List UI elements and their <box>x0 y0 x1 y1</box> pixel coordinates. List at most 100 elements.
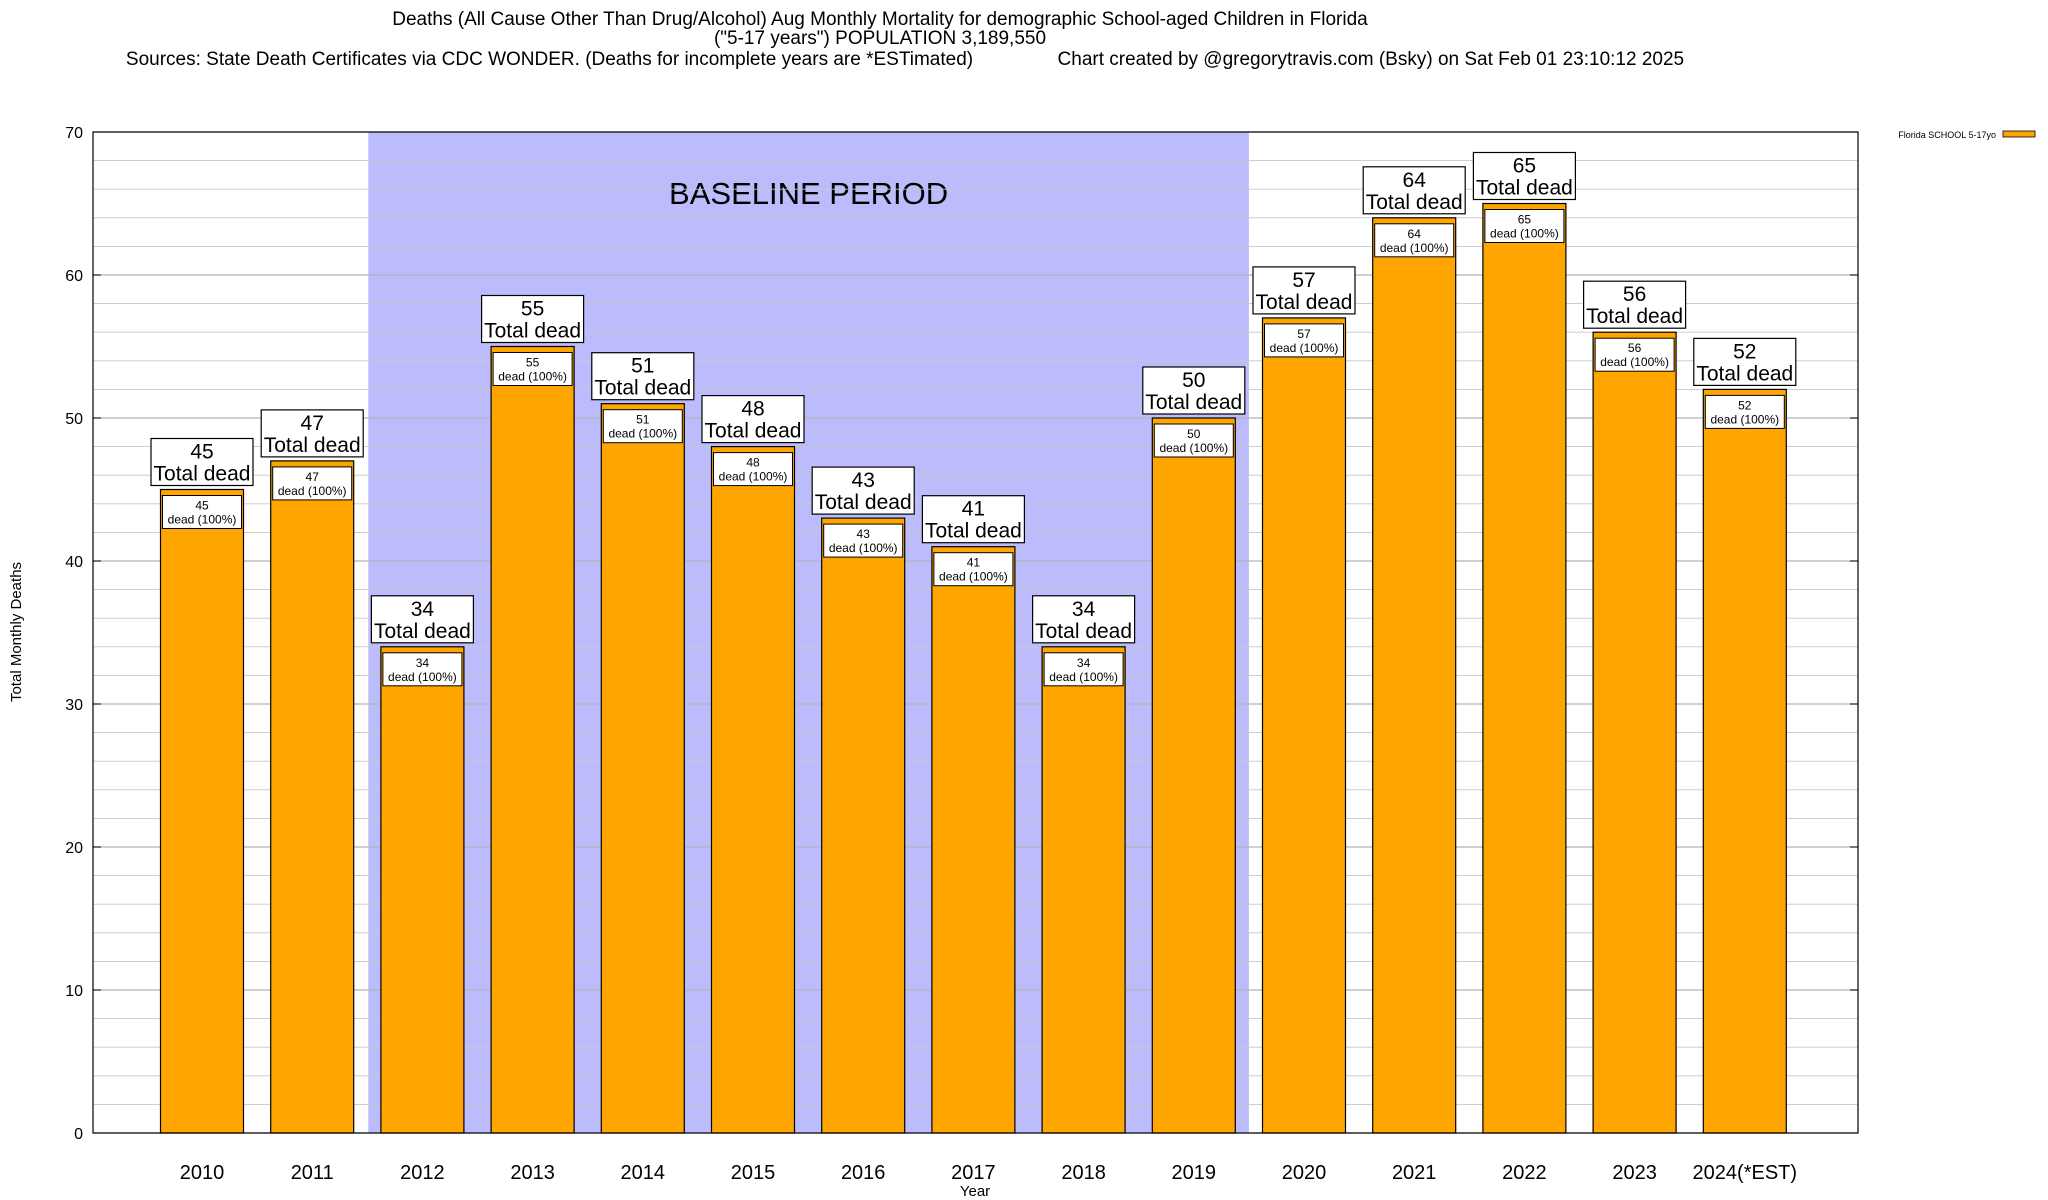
top-label-value-2018: 34 <box>1072 598 1096 621</box>
y-axis-title: Total Monthly Deaths <box>8 562 25 702</box>
top-label-box-2022 <box>1472 151 1577 201</box>
inner-label-box-2012 <box>382 652 463 687</box>
top-label-text-2012: Total dead <box>374 620 471 643</box>
inner-label-box-2014 <box>602 409 683 444</box>
inner-label-text-2021: dead (100%) <box>1380 241 1449 255</box>
inner-label-value-2015: 48 <box>746 456 760 470</box>
inner-label-box-2020 <box>1264 323 1344 358</box>
top-label-text-2016: Total dead <box>815 491 912 514</box>
x-tick-label-2020: 2020 <box>1282 1162 1327 1184</box>
top-label-text-2015: Total dead <box>705 420 802 443</box>
bar-2015 <box>710 446 796 1134</box>
bar-2022 <box>1482 202 1567 1134</box>
x-tick-label-2010: 2010 <box>180 1162 225 1184</box>
x-tick-label-2019: 2019 <box>1172 1162 1217 1184</box>
top-label-box-2010 <box>150 437 254 487</box>
inner-label-text-2011: dead (100%) <box>278 484 347 498</box>
top-label-value-2017: 41 <box>962 498 985 521</box>
bar-2018 <box>1041 646 1126 1134</box>
inner-label-value-2017: 41 <box>967 556 981 570</box>
inner-label-value-2014: 51 <box>636 413 650 427</box>
bar-2021 <box>1372 217 1457 1134</box>
top-label-box-2016 <box>811 466 915 515</box>
title-line-1: Deaths (All Cause Other Than Drug/Alcoho… <box>392 9 1368 30</box>
bar-2010 <box>159 488 245 1134</box>
inner-label-box-2015 <box>713 452 793 487</box>
inner-label-box-2017 <box>933 552 1014 587</box>
top-label-box-2018 <box>1031 595 1136 644</box>
bar-2020 <box>1261 317 1347 1134</box>
top-label-text-2014: Total dead <box>594 377 691 400</box>
inner-label-value-2012: 34 <box>416 656 430 670</box>
x-tick-label-2016: 2016 <box>841 1162 886 1184</box>
top-label-value-2016: 43 <box>852 469 875 492</box>
inner-label-box-2022 <box>1484 209 1565 243</box>
x-tick-label-2015: 2015 <box>731 1162 776 1184</box>
top-label-value-2020: 57 <box>1292 269 1315 292</box>
bar-2013 <box>490 345 575 1134</box>
x-tick-label-2014: 2014 <box>621 1162 666 1184</box>
inner-label-box-2010 <box>162 495 242 529</box>
top-label-text-2011: Total dead <box>264 434 361 457</box>
x-tick-label-2021: 2021 <box>1392 1162 1437 1184</box>
top-label-box-2017 <box>921 495 1026 544</box>
title-line-3: Sources: State Death Certificates via CD… <box>126 49 1684 70</box>
bar-2012 <box>380 646 465 1134</box>
top-label-box-2011 <box>260 409 364 458</box>
top-label-box-2020 <box>1252 266 1356 315</box>
x-tick-label-2022: 2022 <box>1502 1162 1547 1184</box>
y-tick-label-0: 0 <box>74 1126 83 1143</box>
inner-label-box-2016 <box>823 523 904 558</box>
top-label-box-2019 <box>1142 366 1246 415</box>
inner-label-text-2017: dead (100%) <box>939 570 1008 584</box>
inner-label-value-2020: 57 <box>1297 327 1311 341</box>
top-label-value-2019: 50 <box>1182 369 1205 392</box>
top-label-text-2018: Total dead <box>1035 620 1132 643</box>
top-label-box-2024(*EST) <box>1693 337 1797 386</box>
top-label-value-2021: 64 <box>1403 169 1427 192</box>
bar-2016 <box>821 517 906 1134</box>
x-tick-label-2012: 2012 <box>400 1162 445 1184</box>
top-label-text-2024(*EST): Total dead <box>1696 362 1793 385</box>
bar-2024(*EST) <box>1702 388 1787 1134</box>
axes: 0 10 20 30 40 50 60 70 2010 2011 2012 2013 2014 2015 2… <box>8 125 1859 1200</box>
legend: Florida SCHOOL 5-17yo <box>1898 130 2036 140</box>
inner-label-text-2014: dead (100%) <box>608 427 677 441</box>
top-label-value-2012: 34 <box>411 598 435 621</box>
inner-label-text-2013: dead (100%) <box>498 370 567 384</box>
top-label-text-2019: Total dead <box>1145 391 1242 414</box>
legend-swatch <box>2002 130 2036 138</box>
top-label-box-2023 <box>1582 280 1687 329</box>
inner-label-text-2010: dead (100%) <box>168 513 237 527</box>
inner-label-value-2023: 56 <box>1628 341 1642 355</box>
y-tick-label-60: 60 <box>65 268 83 285</box>
chart-title: Deaths (All Cause Other Than Drug/Alcoho… <box>126 9 1684 70</box>
top-label-text-2023: Total dead <box>1586 305 1683 328</box>
inner-label-text-2018: dead (100%) <box>1049 670 1118 684</box>
top-label-value-2023: 56 <box>1623 283 1646 306</box>
inner-label-value-2022: 65 <box>1518 213 1532 227</box>
top-label-value-2022: 65 <box>1513 155 1536 178</box>
inner-label-box-2013 <box>492 352 573 386</box>
inner-label-box-2024(*EST) <box>1704 394 1785 429</box>
inner-label-box-2021 <box>1374 223 1455 258</box>
x-tick-label-2013: 2013 <box>510 1162 555 1184</box>
y-tick-label-50: 50 <box>65 411 83 428</box>
top-label-value-2010: 45 <box>190 441 213 464</box>
x-axis-title: Year <box>960 1183 990 1200</box>
x-tick-label-2023: 2023 <box>1612 1162 1657 1184</box>
top-label-box-2015 <box>701 395 805 444</box>
legend-entry-label: Florida SCHOOL 5-17yo <box>1898 130 1996 140</box>
top-label-text-2022: Total dead <box>1476 177 1573 200</box>
x-tick-label-2011: 2011 <box>291 1162 334 1184</box>
inner-label-text-2015: dead (100%) <box>719 470 788 484</box>
inner-label-value-2019: 50 <box>1187 427 1201 441</box>
bar-2019 <box>1151 417 1236 1134</box>
inner-label-box-2011 <box>272 466 353 501</box>
y-tick-label-20: 20 <box>65 840 83 857</box>
inner-label-value-2016: 43 <box>857 527 871 541</box>
top-label-box-2012 <box>370 595 474 644</box>
inner-label-value-2021: 64 <box>1408 227 1422 241</box>
inner-label-box-2018 <box>1043 652 1124 687</box>
